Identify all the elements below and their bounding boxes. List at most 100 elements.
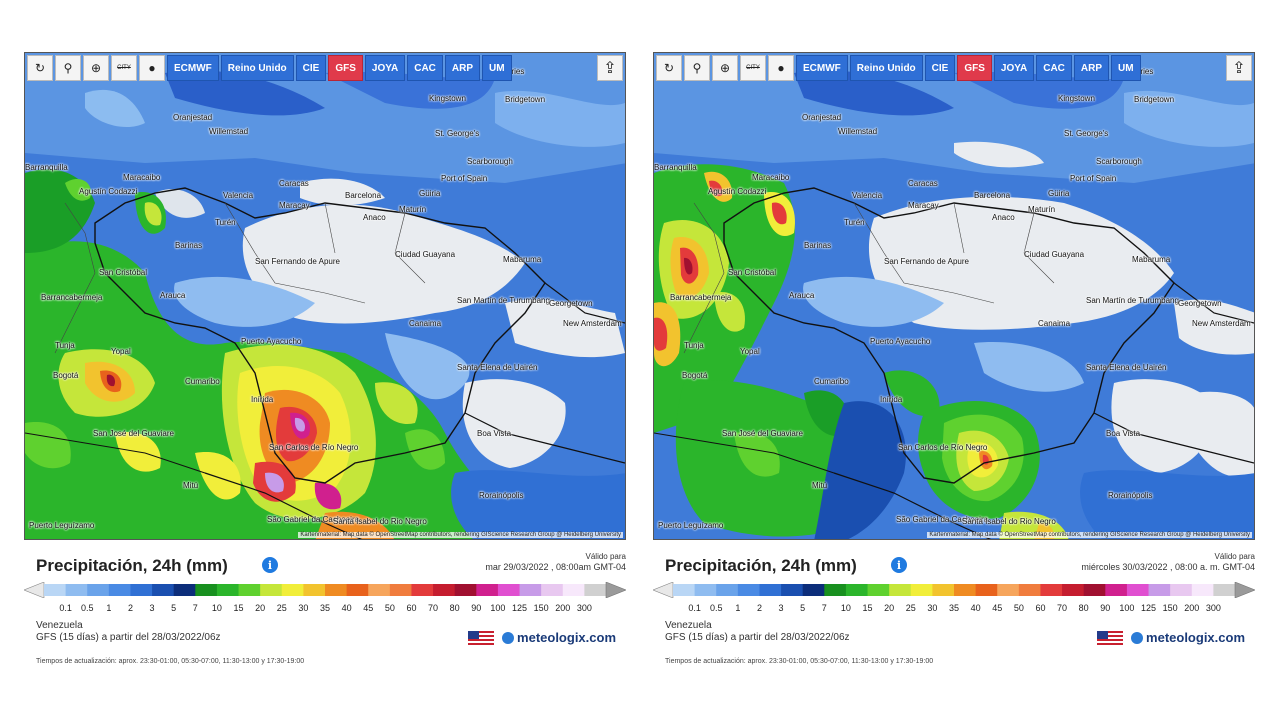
brand-logo[interactable]: meteologix.com [502, 630, 616, 645]
valid-label: Válido para [585, 552, 626, 561]
dot-marker-icon[interactable]: ● [768, 55, 794, 81]
place-label: Turén [844, 218, 865, 227]
place-label: Mitú [183, 481, 199, 490]
scale-tick-label: 70 [1057, 603, 1068, 613]
scale-tick-label: 200 [555, 603, 571, 613]
scale-color-swatch [519, 584, 542, 596]
place-label: Scarborough [1096, 157, 1142, 166]
refresh-icon[interactable]: ↻ [656, 55, 682, 81]
scale-color-swatch [694, 584, 717, 596]
place-label: Oranjestad [802, 113, 842, 122]
scale-color-swatch [759, 584, 782, 596]
scale-color-swatch [108, 584, 131, 596]
brand-logo[interactable]: meteologix.com [1131, 630, 1245, 645]
scale-tick-label: 100 [490, 603, 506, 613]
place-label: Barinas [804, 241, 832, 250]
place-label: Yopal [740, 347, 760, 356]
precipitation-map-right[interactable]: ↻ ⚲ ⊕ CITY ● ECMWF Reino Unido CIE GFS J… [653, 52, 1255, 540]
scale-tick-label: 3 [778, 603, 784, 613]
place-label: St. George's [435, 129, 480, 138]
model-button-ecmwf[interactable]: ECMWF [167, 55, 219, 81]
location-pin-icon[interactable]: ⚲ [55, 55, 81, 81]
scale-arrow-left [24, 582, 45, 598]
model-button-um[interactable]: UM [1111, 55, 1141, 81]
model-button-gfs[interactable]: GFS [328, 55, 363, 81]
scale-tick-label: 40 [970, 603, 981, 613]
scale-tick-label: 10 [211, 603, 222, 613]
scale-color-swatch [44, 584, 67, 596]
model-button-arp[interactable]: ARP [444, 55, 481, 81]
zoom-icon[interactable]: ⊕ [83, 55, 109, 81]
share-icon[interactable]: ⇪ [597, 55, 623, 81]
run-info: Venezuela GFS (15 días) a partir del 28/… [665, 620, 850, 644]
scale-tick-label: 60 [406, 603, 417, 613]
map-attribution[interactable]: Kartenmaterial: Map data © OpenStreetMap… [927, 532, 1252, 538]
color-scale [24, 582, 626, 598]
info-icon[interactable]: i [262, 557, 278, 573]
model-button-um[interactable]: UM [482, 55, 512, 81]
scale-color-swatch [65, 584, 88, 596]
place-label: Rorainópolis [1108, 491, 1153, 500]
model-button-cac[interactable]: CAC [1036, 55, 1072, 81]
region-label: Venezuela [36, 620, 83, 631]
scale-color-swatch [476, 584, 499, 596]
scale-color-swatch [562, 584, 585, 596]
us-flag-icon[interactable] [468, 630, 495, 645]
scale-tick-label: 30 [298, 603, 309, 613]
place-label: Valencia [852, 191, 883, 200]
model-button-cie[interactable]: CIE [924, 55, 956, 81]
scale-color-swatch [303, 584, 326, 596]
model-button-ecmwf[interactable]: ECMWF [796, 55, 848, 81]
model-run-label: GFS (15 días) a partir del 28/03/2022/06… [665, 632, 850, 643]
scale-tick-label: 80 [449, 603, 460, 613]
scale-tick-label: 300 [576, 603, 592, 613]
place-label: Maracaibo [752, 173, 790, 182]
info-icon[interactable]: i [891, 557, 907, 573]
city-labels-icon[interactable]: CITY [740, 55, 766, 81]
scale-tick-label: 35 [319, 603, 331, 613]
scale-tick-label: 40 [341, 603, 352, 613]
scale-tick-label: 1 [106, 603, 112, 613]
zoom-icon[interactable]: ⊕ [712, 55, 738, 81]
scale-ticks: 0.1 0.5 1 2 3 5 7 10 15 20 25 30 35 40 45 50 60 70 80 90 100… [653, 603, 1255, 615]
model-button-cac[interactable]: CAC [407, 55, 443, 81]
dot-marker-icon[interactable]: ● [139, 55, 165, 81]
place-label: Cumaribo [814, 377, 849, 386]
globe-icon [502, 631, 515, 644]
model-button-cie[interactable]: CIE [295, 55, 327, 81]
scale-tick-label: 0.5 [80, 603, 94, 613]
place-label: Caracas [908, 179, 938, 188]
place-label: Rorainópolis [479, 491, 524, 500]
city-labels-icon[interactable]: CITY [111, 55, 137, 81]
place-label: Barcelona [345, 191, 382, 200]
scale-tick-label: 35 [948, 603, 960, 613]
scale-arrow-right [605, 582, 626, 598]
model-button-joya[interactable]: JOYA [993, 55, 1035, 81]
precipitation-map-left[interactable]: ↻ ⚲ ⊕ CITY ● ECMWF Reino Unido CIE GFS J… [24, 52, 626, 540]
us-flag-icon[interactable] [1097, 630, 1124, 645]
model-button-reino-unido[interactable]: Reino Unido [220, 55, 294, 81]
update-times: Tiempos de actualización: aprox. 23:30-0… [36, 658, 305, 665]
model-button-gfs[interactable]: GFS [957, 55, 992, 81]
scale-ticks: 0.1 0.5 1 2 3 5 7 10 15 20 25 30 35 40 45 50 60 70 80 90 100… [24, 603, 626, 615]
place-label: Puerto Leguízamo [29, 521, 95, 530]
scale-color-swatch [673, 584, 696, 596]
scale-color-swatch [889, 584, 912, 596]
model-button-reino-unido[interactable]: Reino Unido [849, 55, 923, 81]
place-label: Cumaribo [185, 377, 220, 386]
place-label: Barrancabermeja [41, 293, 103, 302]
scale-tick-label: 0.1 [59, 603, 72, 613]
model-button-arp[interactable]: ARP [1073, 55, 1110, 81]
scale-color-swatch [454, 584, 477, 596]
map-attribution[interactable]: Kartenmaterial: Map data © OpenStreetMap… [298, 532, 623, 538]
valid-date: mar 29/03/2022 , 08:00am GMT-04 [485, 562, 626, 572]
share-icon[interactable]: ⇪ [1226, 55, 1252, 81]
scale-color-swatch [975, 584, 998, 596]
brand: meteologix.com [1097, 630, 1245, 645]
precipitation-field-right [654, 53, 1254, 539]
scale-tick-label: 15 [862, 603, 873, 613]
location-pin-icon[interactable]: ⚲ [684, 55, 710, 81]
refresh-icon[interactable]: ↻ [27, 55, 53, 81]
scale-tick-label: 45 [992, 603, 1003, 613]
model-button-joya[interactable]: JOYA [364, 55, 406, 81]
